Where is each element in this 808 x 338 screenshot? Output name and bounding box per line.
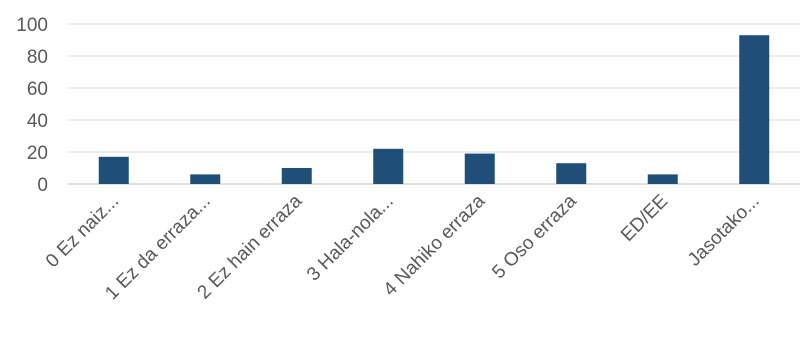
x-category-label-8: Jasotako... (684, 191, 764, 271)
bar-6 (556, 163, 587, 184)
y-axis-tick-labels: 0 20 40 60 80 100 (16, 15, 48, 196)
x-category-label-1: 0 Ez naiz... (42, 191, 123, 272)
y-tick-label-0: 0 (37, 175, 48, 196)
bar-2 (190, 174, 221, 184)
y-tick-label-100: 100 (16, 15, 48, 36)
bar-1 (98, 156, 129, 184)
bar-7 (647, 174, 678, 184)
x-category-label-4: 3 Hala-nola... (303, 191, 398, 286)
x-category-label-7: ED/EE (617, 191, 672, 246)
y-tick-label-40: 40 (27, 111, 48, 132)
bar-5 (464, 153, 495, 184)
bar-4 (373, 148, 404, 184)
y-tick-label-20: 20 (27, 143, 48, 164)
y-tick-label-80: 80 (27, 47, 48, 68)
gridlines (68, 23, 800, 185)
bar-3 (281, 168, 312, 184)
bars (98, 35, 770, 185)
bar-8 (739, 35, 770, 185)
y-tick-label-60: 60 (27, 79, 48, 100)
x-axis-category-labels: 0 Ez naiz...1 Ez da erraza...2 Ez hain e… (42, 190, 764, 304)
x-category-label-6: 5 Oso erraza (488, 190, 581, 283)
